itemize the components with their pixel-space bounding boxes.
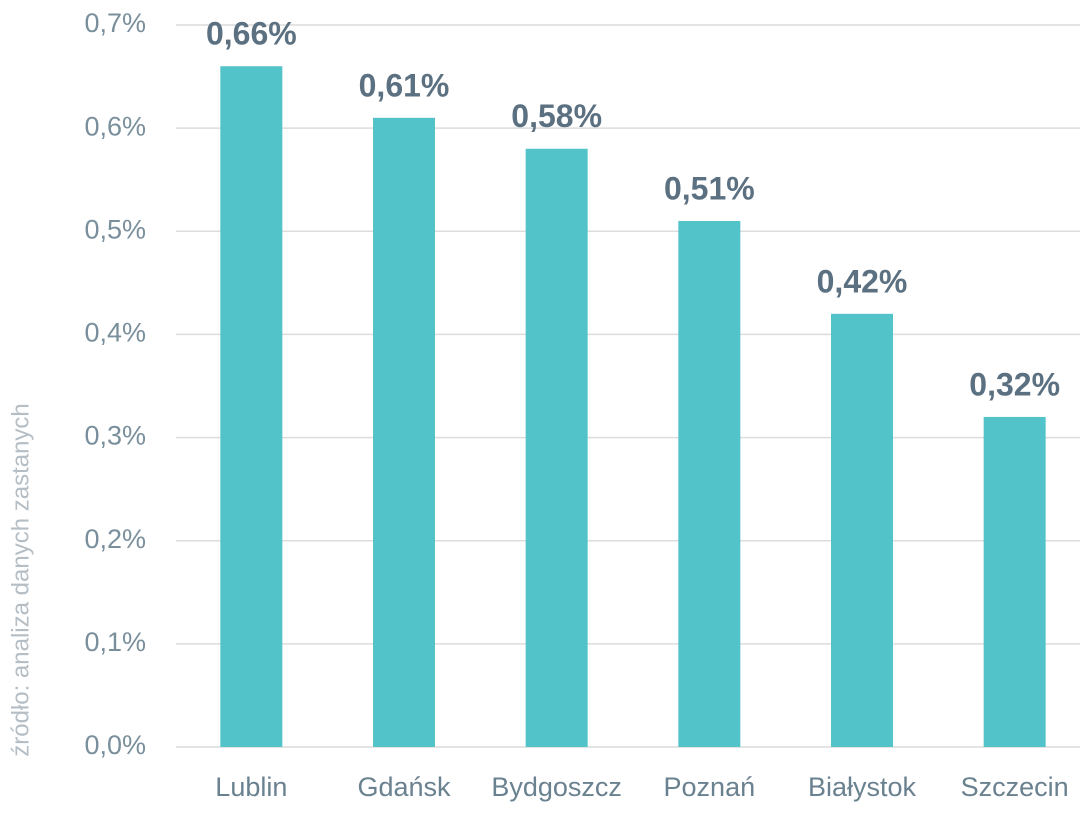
bar <box>373 117 435 748</box>
source-note: źródło: analiza danych zastanych <box>7 403 34 757</box>
x-tick-label: Gdańsk <box>357 772 451 802</box>
x-tick-label: Białystok <box>808 772 917 802</box>
data-label: 0,42% <box>817 263 908 299</box>
data-label: 0,58% <box>511 98 602 134</box>
data-label: 0,61% <box>359 67 450 103</box>
x-tick-label: Bydgoszcz <box>491 772 622 802</box>
y-tick-label: 0,0% <box>84 730 146 760</box>
data-label: 0,51% <box>664 170 755 206</box>
data-label: 0,32% <box>969 366 1060 402</box>
x-tick-label: Poznań <box>664 772 756 802</box>
bar <box>220 66 283 747</box>
y-tick-label: 0,5% <box>84 214 146 244</box>
bar <box>831 313 893 747</box>
y-tick-label: 0,6% <box>84 111 146 141</box>
y-tick-label: 0,3% <box>84 421 146 451</box>
bar <box>983 416 1046 747</box>
y-tick-label: 0,7% <box>84 8 146 38</box>
y-tick-label: 0,2% <box>84 524 146 554</box>
bar <box>525 148 588 747</box>
y-tick-label: 0,1% <box>84 627 146 657</box>
x-tick-label: Szczecin <box>961 772 1069 802</box>
bar <box>678 220 741 747</box>
x-tick-label: Lublin <box>215 772 287 802</box>
data-label: 0,66% <box>206 16 297 52</box>
y-tick-label: 0,4% <box>84 318 146 348</box>
